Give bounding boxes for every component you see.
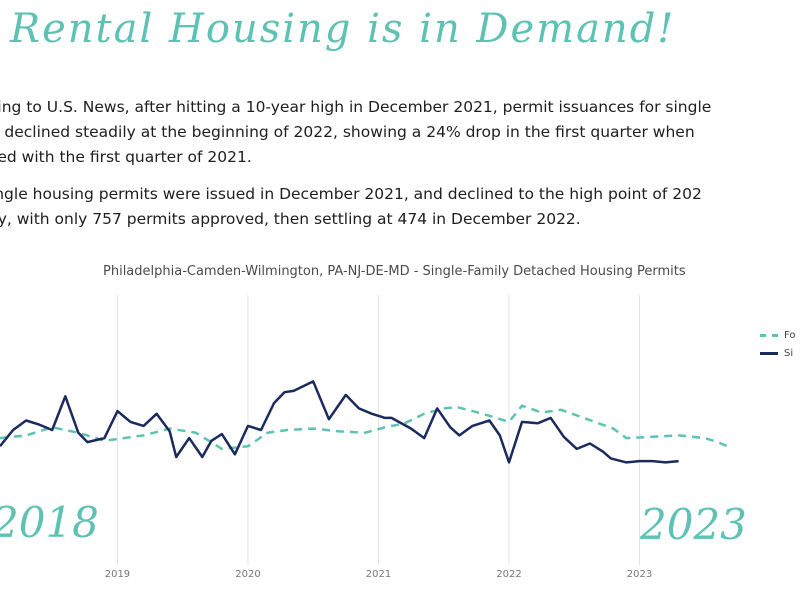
legend-label-forecast: Fo <box>784 329 796 341</box>
x-tick-label-2023: 2023 <box>627 569 652 580</box>
paragraph-2: , single housing permits were issued in … <box>0 182 800 232</box>
paragraph-1-line-3: pared with the first quarter of 2021. <box>0 148 252 166</box>
paragraph-1-line-1: ording to U.S. News, after hitting a 10-… <box>0 98 712 116</box>
paragraph-2-line-1: , single housing permits were issued in … <box>0 185 702 203</box>
chart-title: Philadelphia-Camden-Wilmington, PA-NJ-DE… <box>103 264 686 279</box>
paragraph-1-line-2: nes declined steadily at the beginning o… <box>0 123 695 141</box>
legend-swatch-single <box>760 351 778 355</box>
x-tick-label-2020: 2020 <box>235 569 260 580</box>
chart-legend: Fo Si <box>760 326 796 362</box>
series-line-single <box>0 380 679 464</box>
script-title: Rental Housing is in Demand! <box>10 6 676 52</box>
legend-item-single[interactable]: Si <box>760 344 796 362</box>
x-tick-label-2022: 2022 <box>496 569 521 580</box>
year-start-label: 2018 <box>0 498 99 547</box>
legend-swatch-forecast <box>760 333 778 337</box>
legend-label-single: Si <box>784 347 794 359</box>
legend-item-forecast[interactable]: Fo <box>760 326 796 344</box>
paragraph-1: ording to U.S. News, after hitting a 10-… <box>0 95 800 170</box>
x-tick-label-2019: 2019 <box>105 569 130 580</box>
series-line-forecast <box>0 404 732 451</box>
year-end-label: 2023 <box>640 500 747 549</box>
x-tick-label-2021: 2021 <box>366 569 391 580</box>
paragraph-2-line-2: uary, with only 757 permits approved, th… <box>0 210 581 228</box>
